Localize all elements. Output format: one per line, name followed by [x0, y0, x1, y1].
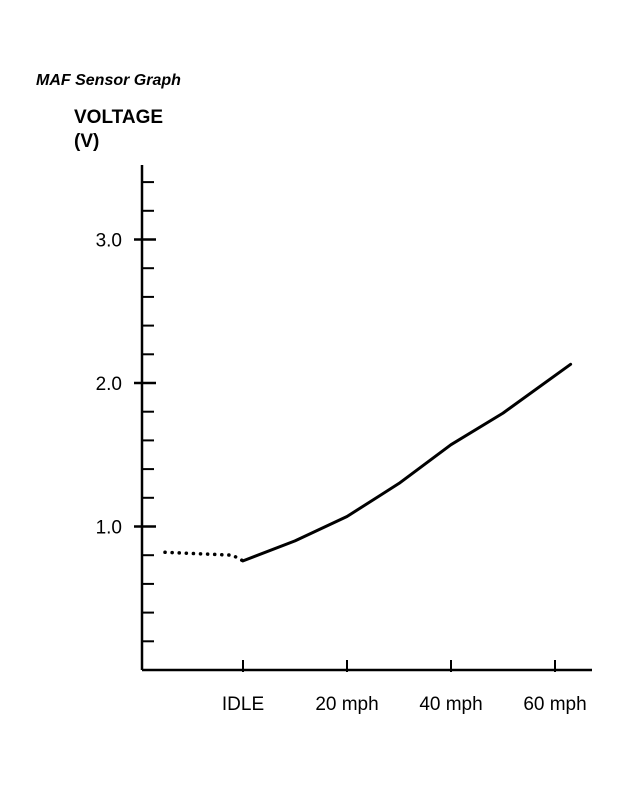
y-axis-label-line-2: (V) — [74, 131, 100, 152]
y-axis-label: VOLTAGE (V) — [74, 106, 163, 154]
chart-caption: MAF Sensor Graph — [36, 72, 181, 89]
series-line-dotted — [163, 550, 245, 563]
y-tick-label: 1.0 — [96, 518, 122, 539]
x-tick-label: IDLE — [222, 694, 264, 715]
x-tick-label: 40 mph — [419, 694, 482, 715]
y-axis-label-line-1: VOLTAGE — [74, 107, 164, 128]
y-tick-label: 2.0 — [96, 374, 122, 395]
series-line-solid — [241, 362, 573, 563]
x-tick-label: 60 mph — [523, 694, 586, 715]
y-tick-label: 3.0 — [96, 231, 122, 252]
x-tick-label: 20 mph — [315, 694, 378, 715]
